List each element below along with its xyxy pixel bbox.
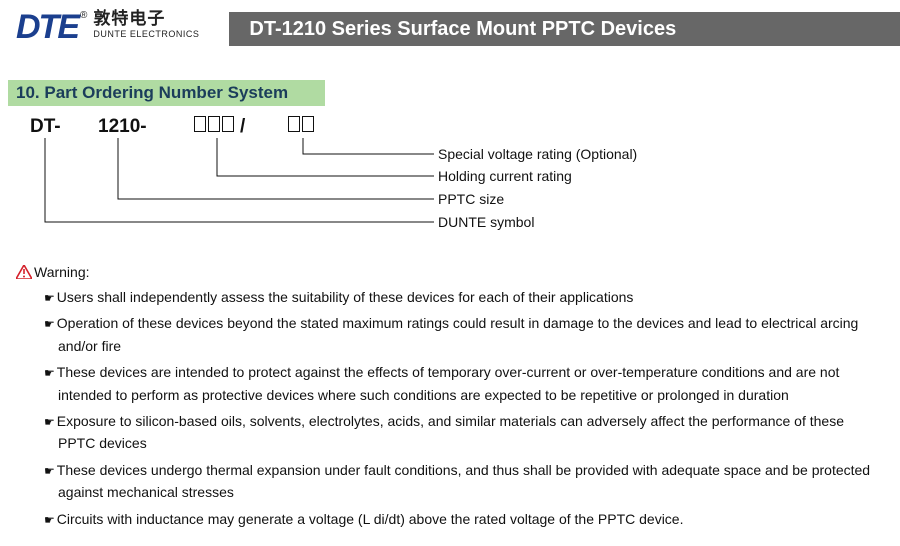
logo-block: DTE ® 敦特电子 DUNTE ELECTRONICS: [16, 10, 199, 44]
registered-mark: ®: [80, 10, 87, 21]
title-bar: DT-1210 Series Surface Mount PPTC Device…: [229, 12, 900, 46]
label-pptc-size: PPTC size: [438, 191, 504, 207]
label-holding-current: Holding current rating: [438, 168, 572, 184]
label-dunte-symbol: DUNTE symbol: [438, 214, 534, 230]
part-number-diagram: DT- 1210- / Special voltage rating (Opti…: [0, 116, 900, 252]
header: DTE ® 敦特电子 DUNTE ELECTRONICS DT-1210 Ser…: [0, 0, 900, 54]
warning-item: Users shall independently assess the sui…: [44, 286, 884, 308]
warning-block: Warning: Users shall independently asses…: [16, 264, 884, 530]
warning-item: Operation of these devices beyond the st…: [44, 312, 884, 357]
warning-list: Users shall independently assess the sui…: [16, 286, 884, 530]
section-heading: 10. Part Ordering Number System: [8, 80, 325, 106]
warning-item: Exposure to silicon-based oils, solvents…: [44, 410, 884, 455]
logo-cn-block: 敦特电子 DUNTE ELECTRONICS: [93, 10, 199, 39]
label-special-voltage: Special voltage rating (Optional): [438, 146, 637, 162]
warning-item: These devices undergo thermal expansion …: [44, 459, 884, 504]
warning-item: These devices are intended to protect ag…: [44, 361, 884, 406]
warning-heading: Warning:: [16, 264, 884, 280]
warning-label: Warning:: [34, 264, 90, 280]
warning-item: Circuits with inductance may generate a …: [44, 508, 884, 530]
logo-subtitle: DUNTE ELECTRONICS: [93, 29, 199, 39]
logo-brand: DTE: [16, 10, 78, 44]
logo-chinese: 敦特电子: [93, 10, 199, 27]
bracket-lines: [0, 116, 440, 252]
warning-triangle-icon: [16, 265, 32, 279]
